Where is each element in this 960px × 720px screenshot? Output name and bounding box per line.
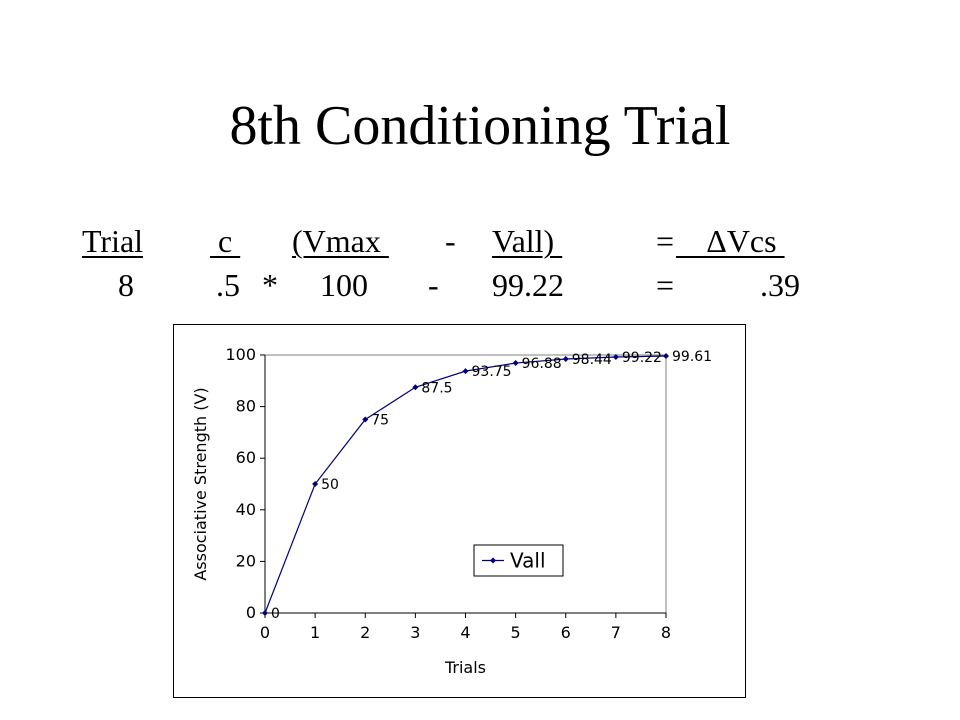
legend-marker [490,557,496,564]
data-point [612,354,619,361]
data-label: 93.75 [472,364,512,380]
value-vall: 99.22 [492,267,564,303]
legend-label: Vall [510,549,546,573]
header-vall: Vall) [492,223,563,259]
data-label: 98.44 [572,352,612,368]
x-tick-label: 5 [511,623,521,642]
y-tick-label: 60 [236,448,256,467]
y-tick-label: 0 [246,603,256,622]
data-point [512,360,519,367]
x-tick-label: 6 [561,623,571,642]
header-minus: - [445,223,456,259]
y-axis-label: Associative Strength (V) [191,387,210,580]
header-delta-vcs: ΔVcs [676,223,785,259]
data-label: 99.61 [672,349,712,365]
value-trial: 8 [118,267,134,303]
y-tick-label: 100 [225,345,256,364]
data-label: 99.22 [622,350,662,366]
value-equals: = [656,267,675,303]
header-c: c [210,223,241,259]
x-tick-label: 0 [260,623,270,642]
chart-container: 0 20 40 60 80 100 0 1 2 3 4 5 6 7 8 Trials Associative S… [173,324,746,698]
x-tick-label: 1 [310,623,320,642]
x-axis-label: Trials [444,658,486,677]
data-point [562,356,569,363]
data-point [412,384,419,391]
data-point [663,353,669,360]
value-minus: - [428,267,439,303]
header-trial: Trial [82,223,144,259]
value-delta-vcs: .39 [760,267,800,303]
y-tick-label: 20 [236,551,256,570]
slide-title: 8th Conditioning Trial [229,95,731,157]
x-tick-label: 2 [360,623,370,642]
data-point [362,416,369,423]
data-point [462,368,469,375]
value-c: .5 [216,267,240,303]
data-point [312,481,319,487]
data-point [262,610,268,616]
x-tick-label: 4 [460,623,470,642]
data-label: 96.88 [522,356,562,372]
value-vmax: 100 [320,267,368,303]
header-equals: = [656,223,675,259]
data-label: 75 [371,413,389,429]
x-tick-label: 3 [410,623,420,642]
x-tick-label: 8 [661,623,671,642]
y-tick-label: 40 [236,500,256,519]
y-tick-label: 80 [236,397,256,416]
line-chart: 0 20 40 60 80 100 0 1 2 3 4 5 6 7 8 Trials Associative S… [191,345,712,677]
value-times: * [262,267,278,303]
x-tick-label: 7 [611,623,621,642]
header-vmax: (Vmax [292,223,389,259]
data-label: 87.5 [421,380,452,396]
data-label: 0 [271,606,280,622]
data-label: 50 [321,477,339,493]
